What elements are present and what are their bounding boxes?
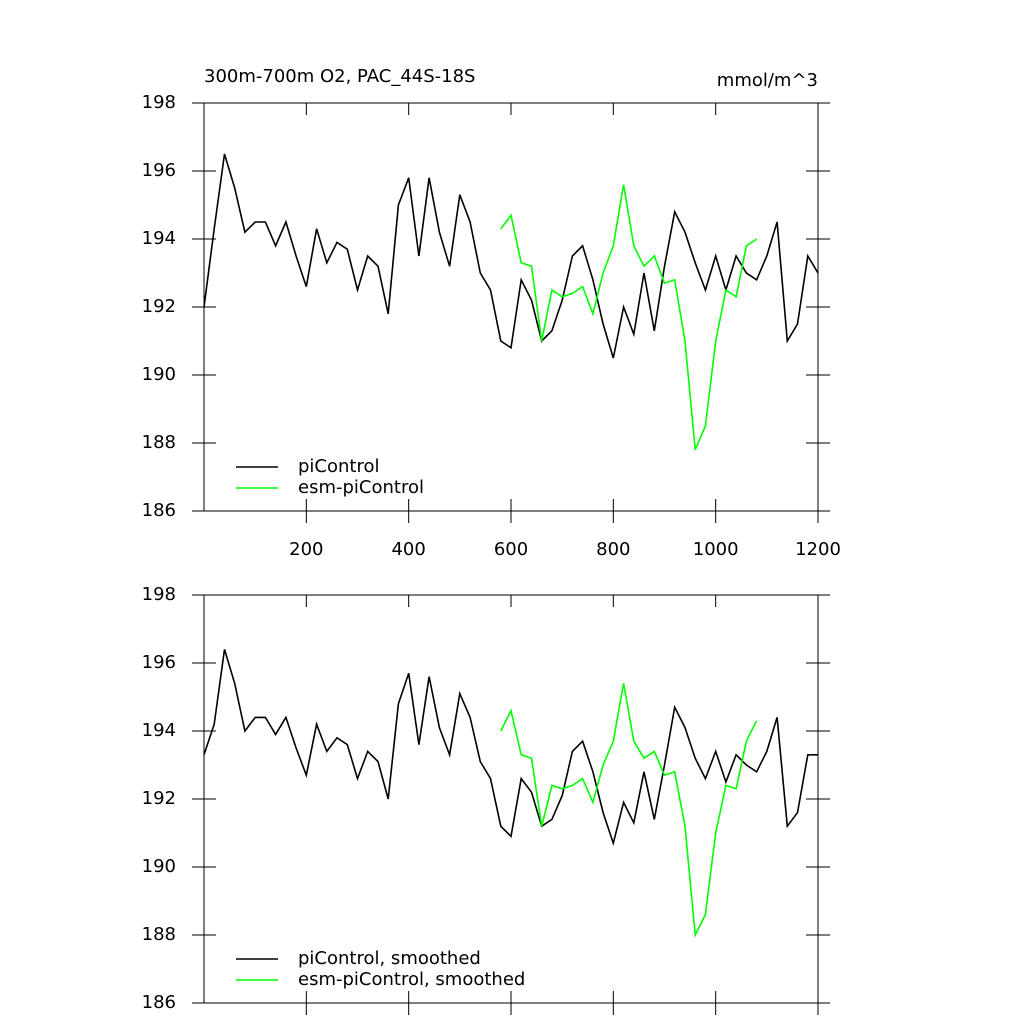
y-tick-label: 188	[142, 432, 176, 453]
data-line	[500, 683, 758, 938]
units-label: mmol/m^3	[717, 70, 818, 91]
x-tick-label: 400	[391, 539, 425, 560]
y-tick-label: 190	[142, 856, 176, 877]
y-tick-label: 196	[142, 652, 176, 673]
data-line	[500, 184, 758, 451]
y-tick-label: 196	[142, 160, 176, 181]
x-tick-label: 800	[596, 539, 630, 560]
legend-label: esm-piControl, smoothed	[298, 969, 525, 990]
legend-label: esm-piControl	[298, 477, 424, 498]
y-tick-label: 194	[142, 720, 176, 741]
y-tick-label: 192	[142, 296, 176, 317]
y-tick-label: 186	[142, 500, 176, 521]
y-tick-label: 194	[142, 228, 176, 249]
y-tick-label: 190	[142, 364, 176, 385]
x-tick-label: 1000	[693, 539, 739, 560]
plot-frame	[203, 594, 819, 1004]
y-tick-label: 198	[142, 584, 176, 605]
y-tick-label: 186	[142, 992, 176, 1013]
legend-label: piControl	[298, 456, 380, 477]
x-tick-label: 200	[289, 539, 323, 560]
y-tick-label: 188	[142, 924, 176, 945]
y-tick-label: 192	[142, 788, 176, 809]
x-tick-label: 600	[494, 539, 528, 560]
x-tick-label: 1200	[795, 539, 841, 560]
plot-frame	[203, 102, 819, 512]
data-line	[203, 153, 819, 359]
y-tick-label: 198	[142, 92, 176, 113]
legend-label: piControl, smoothed	[298, 948, 481, 969]
data-line	[203, 649, 818, 847]
chart-title: 300m-700m O2, PAC_44S-18S	[204, 66, 476, 87]
